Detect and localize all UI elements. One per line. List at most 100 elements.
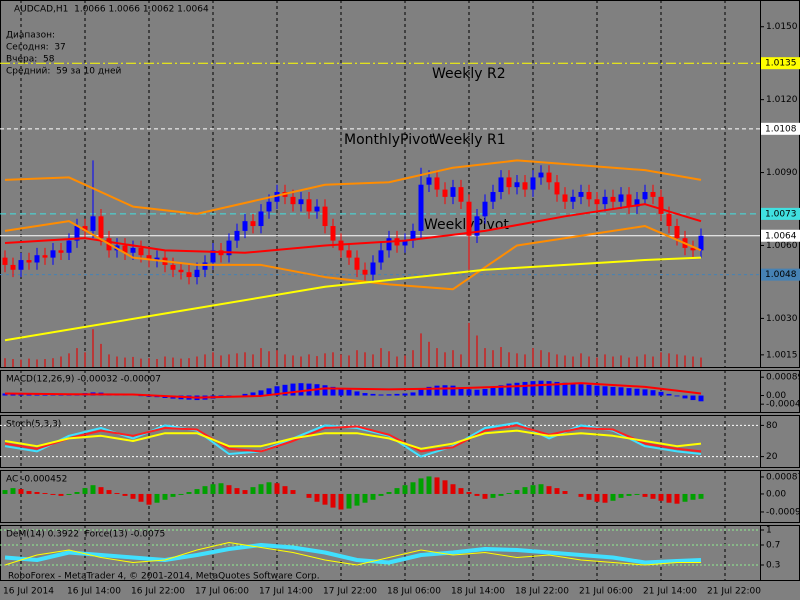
volume-bar xyxy=(692,356,694,367)
histogram-bar xyxy=(570,383,576,396)
volume-bar xyxy=(644,354,646,367)
volume-bar xyxy=(564,355,566,367)
volume-bar xyxy=(108,354,110,367)
volume-bar xyxy=(228,354,230,367)
y-tick-label: 0.3 xyxy=(766,561,780,571)
candle-body xyxy=(82,226,88,231)
footer: RoboForex - MetaTrader 4, © 2001-2014, M… xyxy=(8,572,320,582)
histogram-bar xyxy=(554,381,560,396)
candle-body xyxy=(530,177,536,190)
volume-bar xyxy=(76,348,78,367)
candle-body xyxy=(450,187,456,197)
histogram-bar xyxy=(434,385,440,396)
histogram-bar xyxy=(666,493,672,503)
candle-body xyxy=(242,221,248,231)
x-tick-label: 21 Jul 06:00 xyxy=(579,587,633,597)
candle-body xyxy=(2,257,8,265)
indicator-line xyxy=(4,424,702,453)
y-tick-label: 1.0090 xyxy=(766,168,798,178)
volume-bar xyxy=(260,348,262,367)
volume-bar xyxy=(668,353,670,367)
histogram-bar xyxy=(690,493,696,500)
volume-bar xyxy=(380,348,382,367)
candle-body xyxy=(170,264,176,270)
volume-bar xyxy=(460,354,462,367)
volume-bar xyxy=(572,356,574,367)
histogram-bar xyxy=(18,489,24,494)
x-tick-label: 16 Jul 2014 xyxy=(3,587,54,597)
histogram-bar xyxy=(306,493,312,498)
histogram-bar xyxy=(266,482,272,494)
level-label-box xyxy=(761,57,800,70)
volume-bar xyxy=(268,351,270,367)
volume-bar xyxy=(636,356,638,367)
histogram-bar xyxy=(362,493,368,503)
histogram-bar xyxy=(178,493,184,495)
candle-body xyxy=(210,250,216,263)
candle-body xyxy=(290,196,296,205)
candle-body xyxy=(74,226,80,241)
volume-bar xyxy=(44,359,46,367)
histogram-bar xyxy=(698,493,704,499)
histogram-bar xyxy=(2,490,8,494)
candle-body xyxy=(378,250,384,263)
histogram-bar xyxy=(58,394,64,396)
histogram-bar xyxy=(2,393,8,396)
level-label: 1.0135 xyxy=(765,59,797,69)
histogram-bar xyxy=(258,390,264,396)
volume-bar xyxy=(124,357,126,367)
level-label: 1.0064 xyxy=(765,231,797,241)
histogram-bar xyxy=(98,487,104,494)
histogram-bar xyxy=(394,393,400,396)
histogram-bar xyxy=(34,394,40,396)
histogram-bar xyxy=(466,389,472,396)
volume-bar xyxy=(436,348,438,367)
candle-body xyxy=(562,194,568,202)
candle-body xyxy=(690,247,696,251)
histogram-bar xyxy=(514,382,520,396)
histogram-bar xyxy=(282,486,288,494)
histogram-bar xyxy=(530,485,536,494)
histogram-bar xyxy=(506,383,512,396)
candle-body xyxy=(18,260,24,270)
volume-bar xyxy=(364,352,366,367)
candle-body xyxy=(506,177,512,188)
candle-body xyxy=(594,199,600,205)
candle-body xyxy=(578,192,584,197)
volume-bar xyxy=(444,352,446,367)
histogram-bar xyxy=(266,388,272,396)
histogram-bar xyxy=(634,493,640,495)
candle-body xyxy=(50,250,56,258)
candle-body xyxy=(442,189,448,197)
histogram-bar xyxy=(338,493,344,510)
volume-bar xyxy=(676,354,678,367)
volume-bar xyxy=(100,343,102,367)
x-tick-label: 18 Jul 06:00 xyxy=(387,587,441,597)
level-annotation: MonthlyPivot xyxy=(344,132,435,148)
level-label-box xyxy=(761,207,800,220)
histogram-bar xyxy=(346,389,352,396)
histogram-bar xyxy=(642,493,648,497)
histogram-bar xyxy=(242,490,248,494)
candle-body xyxy=(250,221,256,227)
level-label: 1.0048 xyxy=(765,270,797,280)
histogram-bar xyxy=(594,493,600,502)
histogram-bar xyxy=(186,492,192,494)
histogram-bar xyxy=(66,493,72,495)
volume-bar xyxy=(428,341,430,367)
histogram-bar xyxy=(498,385,504,396)
histogram-bar xyxy=(194,489,200,494)
histogram-bar xyxy=(538,484,544,494)
histogram-bar xyxy=(682,395,688,399)
volume-bar xyxy=(492,350,494,367)
histogram-bar xyxy=(386,492,392,494)
histogram-bar xyxy=(386,394,392,396)
histogram-bar xyxy=(554,488,560,494)
histogram-bar xyxy=(106,490,112,494)
volume-bar xyxy=(292,355,294,367)
histogram-bar xyxy=(210,484,216,494)
volume-bar xyxy=(332,352,334,367)
candle-body xyxy=(658,196,664,214)
volume-bar xyxy=(148,358,150,367)
y-tick-label: 0.7 xyxy=(766,541,780,551)
